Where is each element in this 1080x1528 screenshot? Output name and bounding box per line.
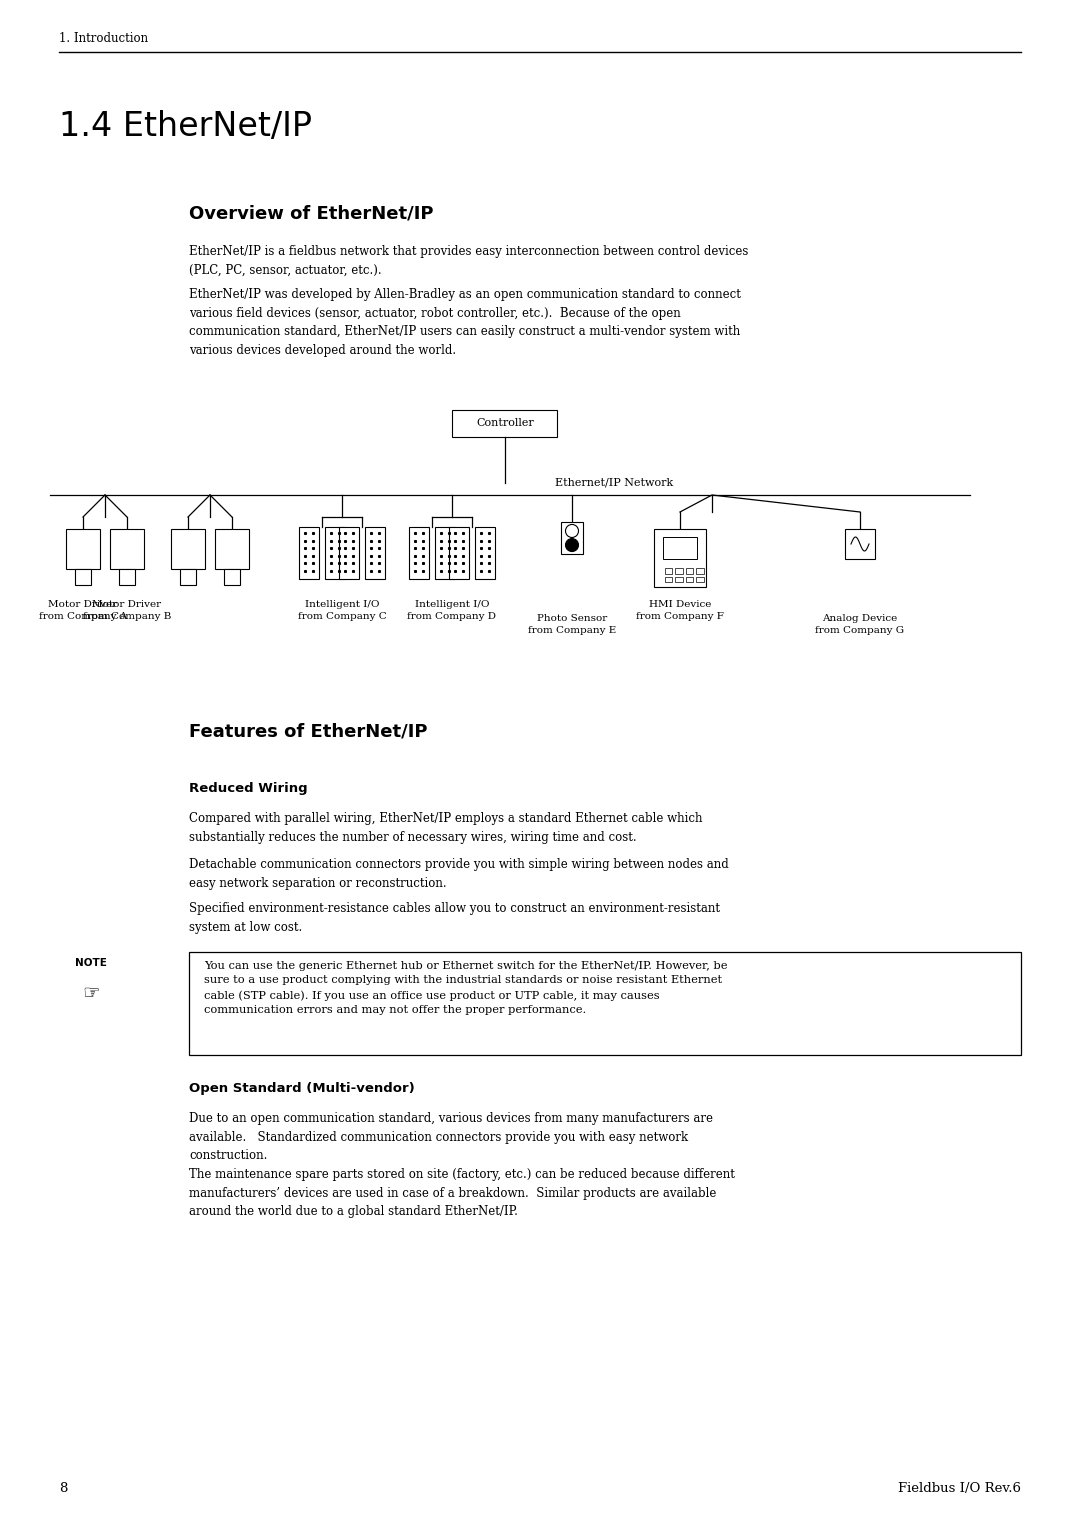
Text: EtherNet/IP was developed by Allen-Bradley as an open communication standard to : EtherNet/IP was developed by Allen-Bradl…: [189, 287, 741, 356]
Text: 8: 8: [59, 1482, 68, 1494]
Text: Motor Driver
from Company A: Motor Driver from Company A: [39, 601, 127, 620]
Text: Controller: Controller: [476, 419, 534, 428]
Text: NOTE: NOTE: [76, 958, 107, 969]
Bar: [180, 568, 195, 585]
Text: Overview of EtherNet/IP: Overview of EtherNet/IP: [189, 205, 433, 223]
Bar: [675, 576, 683, 582]
Bar: [66, 529, 100, 568]
Bar: [663, 538, 697, 559]
Bar: [365, 527, 384, 579]
Text: Open Standard (Multi-vendor): Open Standard (Multi-vendor): [189, 1082, 415, 1096]
Bar: [75, 568, 91, 585]
Bar: [224, 568, 240, 585]
Bar: [561, 523, 583, 555]
Text: Features of EtherNet/IP: Features of EtherNet/IP: [189, 723, 428, 740]
Bar: [409, 527, 429, 579]
Text: Motor Driver
from Company B: Motor Driver from Company B: [83, 601, 172, 620]
Bar: [686, 568, 693, 575]
Circle shape: [566, 538, 579, 552]
Text: The maintenance spare parts stored on site (factory, etc.) can be reduced becaus: The maintenance spare parts stored on si…: [189, 1167, 734, 1218]
Text: HMI Device
from Company F: HMI Device from Company F: [636, 601, 724, 620]
Text: Reduced Wiring: Reduced Wiring: [189, 782, 308, 795]
Bar: [686, 576, 693, 582]
Text: EtherNet/IP is a fieldbus network that provides easy interconnection between con: EtherNet/IP is a fieldbus network that p…: [189, 244, 748, 277]
Text: Photo Sensor
from Company E: Photo Sensor from Company E: [528, 614, 616, 634]
Bar: [110, 529, 144, 568]
Bar: [675, 568, 683, 575]
Text: Intelligent I/O
from Company C: Intelligent I/O from Company C: [298, 601, 387, 620]
Text: Specified environment-resistance cables allow you to construct an environment-re: Specified environment-resistance cables …: [189, 902, 720, 934]
Bar: [171, 529, 205, 568]
Text: Analog Device
from Company G: Analog Device from Company G: [815, 614, 905, 634]
Bar: [664, 568, 672, 575]
Bar: [449, 527, 469, 579]
Text: 1.4 EtherNet/IP: 1.4 EtherNet/IP: [59, 110, 312, 144]
Text: Ethernet/IP Network: Ethernet/IP Network: [555, 477, 673, 487]
Bar: [654, 529, 706, 587]
Text: Fieldbus I/O Rev.6: Fieldbus I/O Rev.6: [897, 1482, 1021, 1494]
Bar: [453, 410, 557, 437]
Text: Detachable communication connectors provide you with simple wiring between nodes: Detachable communication connectors prov…: [189, 859, 729, 889]
Text: Intelligent I/O
from Company D: Intelligent I/O from Company D: [407, 601, 497, 620]
Bar: [696, 568, 703, 575]
Text: ☞: ☞: [83, 984, 100, 1002]
Text: 1. Introduction: 1. Introduction: [59, 32, 149, 44]
Bar: [339, 527, 359, 579]
Bar: [664, 576, 672, 582]
Circle shape: [566, 524, 579, 538]
Text: Due to an open communication standard, various devices from many manufacturers a: Due to an open communication standard, v…: [189, 1112, 713, 1161]
Bar: [189, 952, 1021, 1054]
Text: Compared with parallel wiring, EtherNet/IP employs a standard Ethernet cable whi: Compared with parallel wiring, EtherNet/…: [189, 811, 702, 843]
Bar: [119, 568, 135, 585]
Bar: [696, 576, 703, 582]
Text: You can use the generic Ethernet hub or Ethernet switch for the EtherNet/IP. How: You can use the generic Ethernet hub or …: [204, 961, 728, 1015]
Bar: [299, 527, 319, 579]
Bar: [325, 527, 345, 579]
Bar: [475, 527, 495, 579]
Bar: [845, 529, 875, 559]
Bar: [215, 529, 249, 568]
Bar: [435, 527, 455, 579]
